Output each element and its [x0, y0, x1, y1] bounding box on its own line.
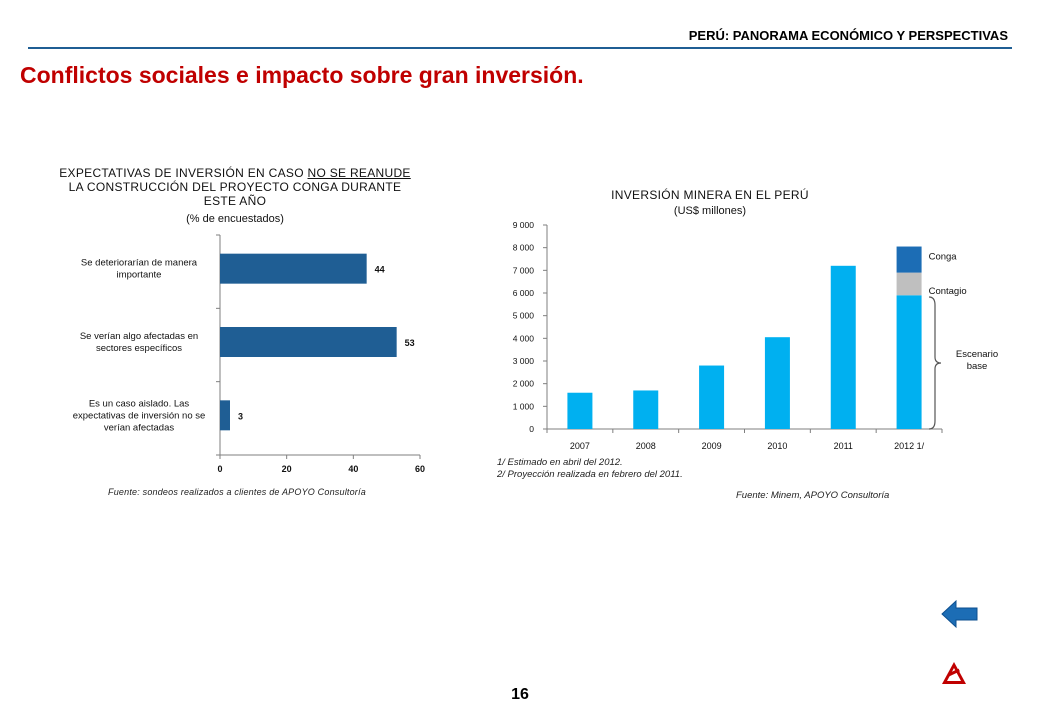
apoyo-logo-icon: [930, 660, 1012, 712]
left-chart-title-line2: LA CONSTRUCCIÓN DEL PROYECTO CONGA DURAN…: [68, 180, 402, 194]
left-chart-category-label: Es un caso aislado. Las: [89, 398, 190, 409]
right-chart-y-tick-label: 0: [529, 424, 534, 434]
left-chart-data-label: 3: [238, 411, 243, 421]
right-chart-source: Fuente: Minem, APOYO Consultoría: [736, 490, 890, 501]
right-chart-bracket-label-line1: Escenario: [956, 349, 998, 360]
right-chart-x-tick-label: 2012 1/: [894, 441, 925, 451]
right-chart-bracket-label-line2: base: [967, 361, 988, 372]
right-chart-y-tick-label: 3 000: [513, 356, 535, 366]
left-chart-category-label: Se verían algo afectadas en: [80, 331, 198, 342]
right-chart-stack-segment: [896, 246, 922, 273]
left-chart-x-tick-label: 60: [415, 464, 425, 474]
right-chart-bar: [764, 337, 790, 429]
left-chart-bar: [220, 327, 397, 357]
right-chart-bracket: [928, 296, 942, 430]
right-chart-y-tick-label: 6 000: [513, 288, 535, 298]
left-chart-title-line3: ESTE AÑO: [203, 194, 267, 208]
right-chart-stack-segment: [896, 272, 922, 296]
right-chart-y-tick-label: 1 000: [513, 401, 535, 411]
right-chart-subtitle: (US$ millones): [673, 205, 747, 217]
right-chart-y-tick-label: 7 000: [513, 265, 535, 275]
left-chart-data-label: 44: [375, 265, 385, 275]
left-chart-title-part1: EXPECTATIVAS DE INVERSIÓN EN CASO: [59, 166, 308, 180]
left-chart-x-tick-label: 20: [282, 464, 292, 474]
right-chart-bar: [567, 392, 593, 429]
right-chart-x-tick-label: 2008: [636, 441, 656, 451]
header-divider: [28, 47, 1012, 49]
right-chart-x-tick-label: 2009: [702, 441, 722, 451]
right-chart-y-tick-label: 2 000: [513, 379, 535, 389]
left-chart-category-label: sectores específicos: [96, 343, 182, 354]
left-chart-category-label: verían afectadas: [104, 422, 174, 433]
right-chart-y-tick-label: 4 000: [513, 333, 535, 343]
left-chart-category-label: expectativas de inversión no se: [73, 410, 206, 421]
left-chart-category-label: importante: [117, 270, 162, 281]
right-chart-y-tick-label: 5 000: [513, 311, 535, 321]
right-chart-bar: [699, 365, 725, 429]
section-title: PERÚ: PANORAMA ECONÓMICO Y PERSPECTIVAS: [688, 28, 1008, 43]
left-chart-x-tick-label: 0: [217, 464, 222, 474]
right-chart-y-tick-label: 8 000: [513, 243, 535, 253]
right-chart-note-1: 1/ Estimado en abril del 2012.: [497, 457, 623, 468]
left-chart-category-label: Se deteriorarían de manera: [81, 258, 198, 269]
right-chart-bar: [830, 265, 856, 429]
right-chart-y-tick-label: 9 000: [513, 220, 535, 230]
right-chart-bar: [896, 295, 922, 429]
right-chart-segment-label: Conga: [929, 252, 958, 263]
right-chart-bar: [633, 390, 659, 429]
right-chart-x-tick-label: 2007: [570, 441, 590, 451]
left-chart-title-underlined: NO SE REANUDE: [307, 166, 411, 180]
left-chart-source: Fuente: sondeos realizados a clientes de…: [108, 487, 366, 497]
left-chart-bar: [220, 253, 367, 284]
right-chart-x-tick-label: 2011: [834, 441, 853, 451]
left-chart-bar: [220, 400, 230, 431]
right-chart-segment-label: Contagio: [929, 286, 967, 297]
left-chart-data-label: 53: [405, 338, 415, 348]
left-chart-title: EXPECTATIVAS DE INVERSIÓN EN CASO NO SE …: [20, 166, 450, 208]
right-chart-title: INVERSIÓN MINERA EN EL PERÚ: [611, 188, 809, 202]
back-arrow-icon[interactable]: [940, 598, 980, 630]
slide-title: Conflictos sociales e impacto sobre gran…: [20, 62, 584, 88]
right-chart-x-tick-label: 2010: [767, 441, 787, 451]
left-chart-subtitle: (% de encuestados): [186, 213, 284, 225]
right-chart-note-2: 2/ Proyección realizada en febrero del 2…: [497, 469, 683, 480]
page-number: 16: [511, 686, 529, 703]
left-chart-x-tick-label: 40: [348, 464, 358, 474]
